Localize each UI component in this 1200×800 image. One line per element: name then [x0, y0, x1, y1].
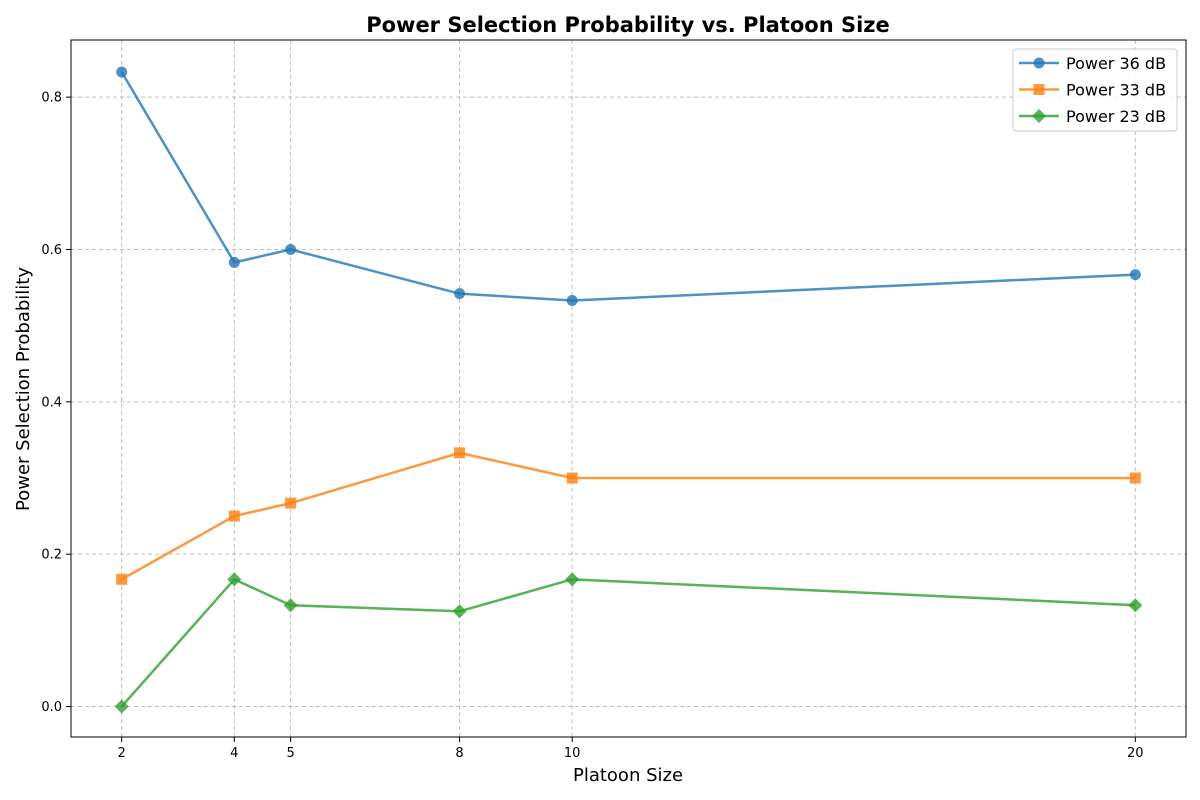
legend-label: Power 33 dB	[1066, 81, 1166, 100]
y-tick-label: 0.4	[41, 395, 62, 410]
data-point	[114, 699, 129, 714]
data-point	[1129, 269, 1141, 281]
data-point	[1129, 472, 1141, 484]
data-point	[227, 572, 242, 587]
y-tick-label: 0.8	[41, 91, 62, 106]
chart-title: Power Selection Probability vs. Platoon …	[366, 13, 890, 37]
data-point	[116, 66, 128, 78]
data-point	[565, 572, 580, 587]
data-point	[228, 256, 240, 268]
legend-marker	[1033, 84, 1045, 95]
data-point	[1128, 598, 1143, 613]
y-axis-label: Power Selection Probability	[13, 267, 34, 511]
data-point	[566, 295, 578, 307]
x-axis-label: Platoon Size	[573, 765, 683, 786]
legend-label: Power 23 dB	[1066, 107, 1166, 126]
legend-marker	[1033, 57, 1045, 69]
legend-item: Power 33 dB	[1019, 81, 1166, 100]
data-point	[454, 288, 466, 300]
data-point	[454, 447, 466, 459]
legend-marker	[1032, 109, 1046, 123]
x-tick-label: 2	[118, 746, 126, 761]
legend: Power 36 dB Power 33 dB Power 23 dB	[1012, 48, 1178, 132]
x-tick-label: 10	[564, 746, 581, 761]
y-tick-label: 0.0	[41, 700, 62, 715]
series-2	[114, 572, 1143, 714]
x-tick-label: 4	[230, 746, 238, 761]
plot-frame	[70, 39, 1187, 738]
x-tick-label: 5	[286, 746, 294, 761]
x-tick-label: 8	[455, 746, 463, 761]
x-tick-label: 20	[1127, 746, 1144, 761]
series-line	[120, 578, 1136, 708]
series-1	[116, 447, 1141, 585]
series-line	[120, 71, 1136, 302]
legend-box	[1012, 48, 1178, 132]
series-0	[116, 66, 1141, 307]
y-tick-label: 0.6	[41, 243, 62, 258]
data-point	[566, 472, 578, 484]
data-point	[452, 604, 467, 619]
data-point	[285, 243, 297, 255]
data-point	[283, 598, 298, 613]
series-group	[114, 66, 1143, 714]
y-tick-label: 0.2	[41, 548, 62, 563]
grid	[71, 40, 1186, 737]
legend-label: Power 36 dB	[1066, 54, 1166, 73]
ticks: 2 4 5 8 10 20 0.0 0.2 0.4 0.6 0.8	[41, 91, 1143, 761]
legend-item: Power 23 dB	[1019, 107, 1166, 126]
data-point	[285, 497, 297, 509]
data-point	[116, 573, 128, 585]
series-line	[121, 451, 1136, 581]
data-point	[228, 510, 240, 522]
legend-item: Power 36 dB	[1019, 54, 1166, 73]
